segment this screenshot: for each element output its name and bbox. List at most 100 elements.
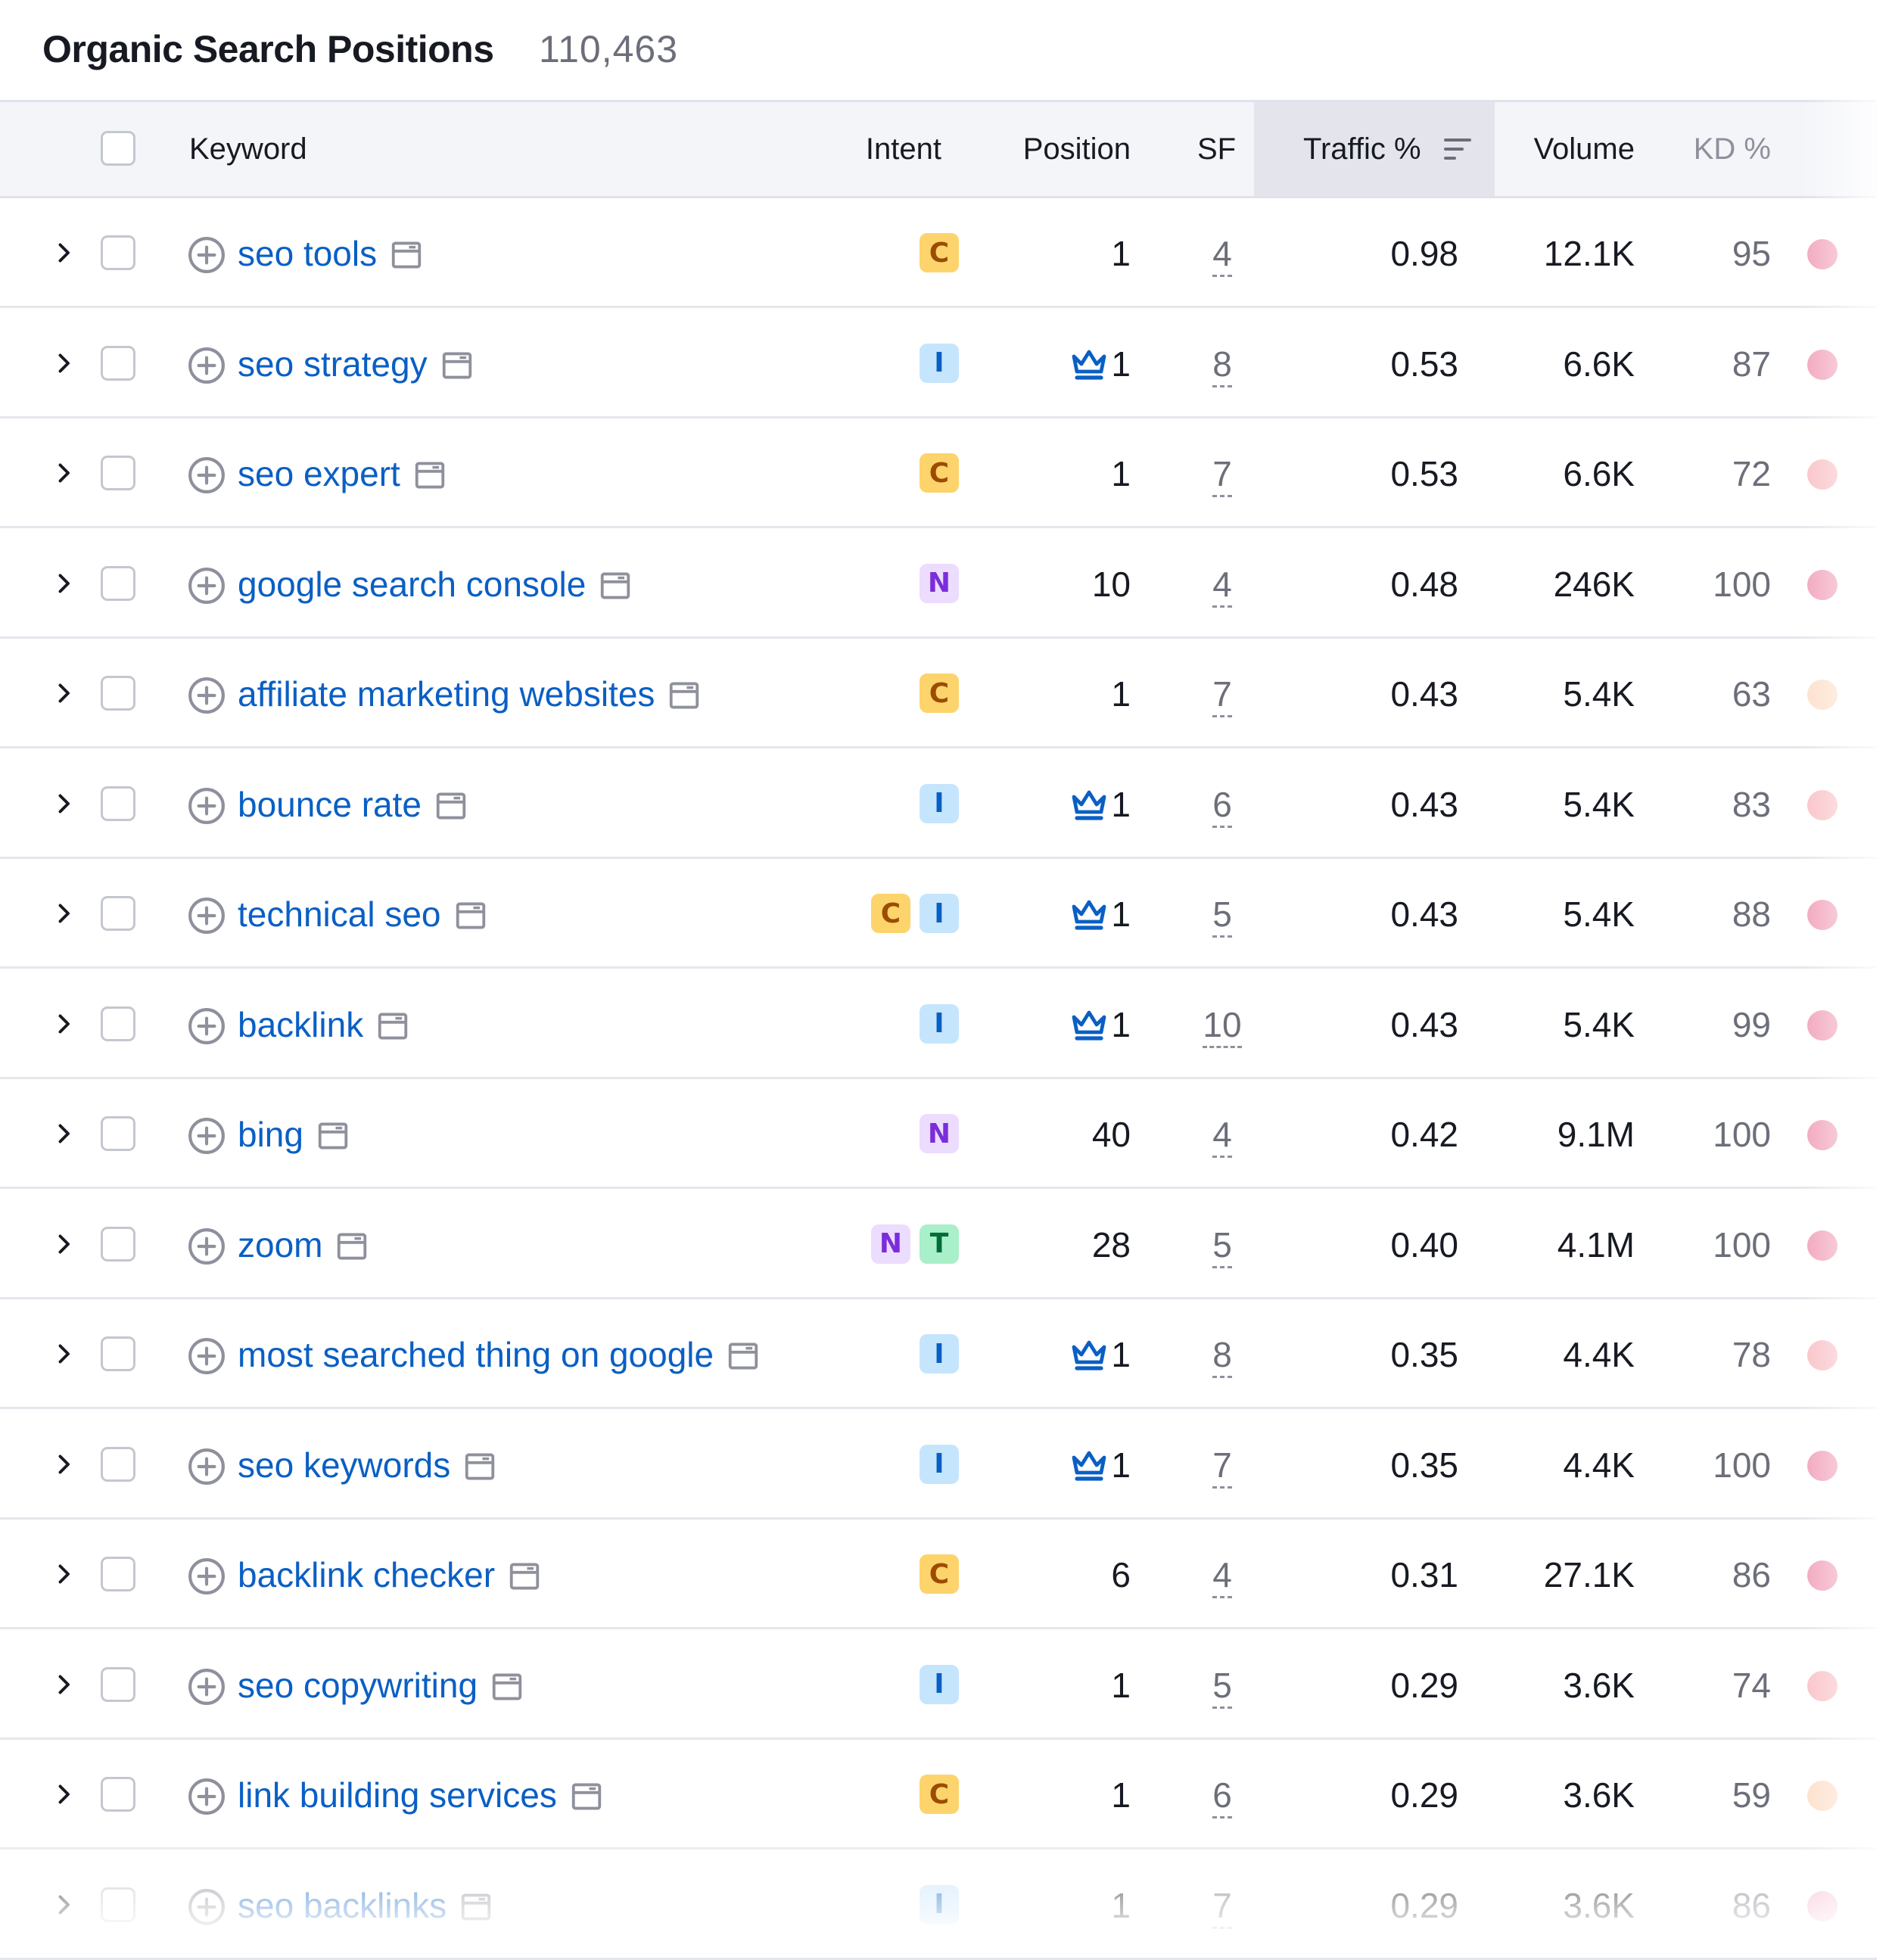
column-header-kd[interactable]: KD % xyxy=(1693,132,1771,166)
row-checkbox[interactable] xyxy=(101,1226,135,1262)
expand-chevron-icon[interactable] xyxy=(50,239,77,266)
column-header-volume[interactable]: Volume xyxy=(1533,132,1635,166)
add-keyword-icon[interactable] xyxy=(188,1337,226,1375)
serp-snapshot-icon[interactable] xyxy=(509,1562,540,1591)
add-keyword-icon[interactable] xyxy=(188,1557,226,1595)
add-keyword-icon[interactable] xyxy=(188,1007,226,1045)
intent-badge[interactable]: I xyxy=(920,1444,959,1484)
sort-descending-icon[interactable] xyxy=(1444,138,1471,160)
keyword-link[interactable]: seo keywords xyxy=(238,1445,496,1486)
row-checkbox[interactable] xyxy=(101,1777,135,1812)
intent-badge[interactable]: N xyxy=(871,1224,910,1264)
row-checkbox[interactable] xyxy=(101,235,135,270)
sf-count-link[interactable]: 8 xyxy=(1212,1335,1232,1378)
sf-count[interactable]: 4 xyxy=(1181,1554,1264,1598)
sf-count[interactable]: 5 xyxy=(1181,1224,1264,1268)
sf-count[interactable]: 7 xyxy=(1181,453,1264,497)
sf-count[interactable]: 4 xyxy=(1181,233,1264,277)
expand-chevron-icon[interactable] xyxy=(50,1010,77,1038)
intent-badge[interactable]: C xyxy=(920,1775,959,1814)
expand-chevron-icon[interactable] xyxy=(50,1560,77,1588)
row-checkbox[interactable] xyxy=(101,1336,135,1371)
serp-snapshot-icon[interactable] xyxy=(599,571,631,600)
intent-badge[interactable]: C xyxy=(871,894,910,933)
expand-chevron-icon[interactable] xyxy=(50,459,77,487)
intent-badge[interactable]: T xyxy=(920,1224,959,1264)
sf-count-link[interactable]: 5 xyxy=(1212,894,1232,938)
sf-count[interactable]: 8 xyxy=(1181,344,1264,387)
row-checkbox[interactable] xyxy=(101,1887,135,1922)
add-keyword-icon[interactable] xyxy=(188,236,226,274)
keyword-link[interactable]: bounce rate xyxy=(238,784,467,825)
keyword-link[interactable]: seo tools xyxy=(238,233,422,274)
keyword-link[interactable]: seo expert xyxy=(238,453,446,494)
sf-count[interactable]: 7 xyxy=(1181,674,1264,717)
intent-badge[interactable]: I xyxy=(920,343,959,383)
add-keyword-icon[interactable] xyxy=(188,1888,226,1926)
keyword-text[interactable]: seo backlinks xyxy=(238,1885,447,1925)
intent-badge[interactable]: C xyxy=(920,233,959,272)
serp-snapshot-icon[interactable] xyxy=(455,901,487,930)
serp-snapshot-icon[interactable] xyxy=(460,1893,492,1921)
intent-badge[interactable]: I xyxy=(920,1334,959,1374)
intent-badge[interactable]: C xyxy=(920,674,959,713)
keyword-link[interactable]: affiliate marketing websites xyxy=(238,674,700,714)
keyword-text[interactable]: most searched thing on google xyxy=(238,1335,714,1374)
serp-snapshot-icon[interactable] xyxy=(727,1342,759,1370)
add-keyword-icon[interactable] xyxy=(188,1117,226,1155)
intent-badge[interactable]: I xyxy=(920,783,959,823)
keyword-text[interactable]: backlink checker xyxy=(238,1555,496,1594)
serp-snapshot-icon[interactable] xyxy=(464,1452,496,1481)
keyword-text[interactable]: seo keywords xyxy=(238,1445,451,1485)
keyword-link[interactable]: seo strategy xyxy=(238,344,473,384)
keyword-link[interactable]: seo copywriting xyxy=(238,1665,523,1706)
intent-badge[interactable]: I xyxy=(920,894,959,933)
sf-count-link[interactable]: 7 xyxy=(1212,1885,1232,1929)
keyword-link[interactable]: most searched thing on google xyxy=(238,1334,759,1375)
keyword-link[interactable]: seo backlinks xyxy=(238,1885,492,1926)
sf-count-link[interactable]: 7 xyxy=(1212,454,1232,497)
keyword-link[interactable]: backlink xyxy=(238,1004,409,1045)
keyword-link[interactable]: backlink checker xyxy=(238,1554,540,1595)
keyword-text[interactable]: backlink xyxy=(238,1004,364,1044)
serp-snapshot-icon[interactable] xyxy=(391,241,422,269)
row-checkbox[interactable] xyxy=(101,1666,135,1702)
sf-count[interactable]: 7 xyxy=(1181,1445,1264,1489)
expand-chevron-icon[interactable] xyxy=(50,1451,77,1478)
serp-snapshot-icon[interactable] xyxy=(668,681,700,710)
sf-count[interactable]: 4 xyxy=(1181,564,1264,608)
serp-snapshot-icon[interactable] xyxy=(441,351,473,380)
serp-snapshot-icon[interactable] xyxy=(336,1232,368,1261)
add-keyword-icon[interactable] xyxy=(188,897,226,935)
sf-count[interactable]: 6 xyxy=(1181,1775,1264,1818)
add-keyword-icon[interactable] xyxy=(188,677,226,714)
serp-snapshot-icon[interactable] xyxy=(414,461,446,490)
row-checkbox[interactable] xyxy=(101,896,135,931)
keyword-link[interactable]: link building services xyxy=(238,1775,602,1815)
sf-count-link[interactable]: 6 xyxy=(1212,1775,1232,1818)
column-header-position[interactable]: Position xyxy=(1022,132,1131,166)
expand-chevron-icon[interactable] xyxy=(50,1120,77,1147)
expand-chevron-icon[interactable] xyxy=(50,570,77,597)
sf-count-link[interactable]: 7 xyxy=(1212,1445,1232,1489)
column-header-keyword[interactable]: Keyword xyxy=(189,132,307,166)
sf-count-link[interactable]: 4 xyxy=(1212,234,1232,277)
sf-count-link[interactable]: 7 xyxy=(1212,674,1232,717)
expand-chevron-icon[interactable] xyxy=(50,680,77,707)
row-checkbox[interactable] xyxy=(101,456,135,490)
column-header-sf[interactable]: SF xyxy=(1197,132,1237,166)
intent-badge[interactable]: I xyxy=(920,1003,959,1044)
keyword-text[interactable]: zoom xyxy=(238,1224,323,1265)
sf-count[interactable]: 6 xyxy=(1181,784,1264,828)
keyword-link[interactable]: google search console xyxy=(238,564,631,605)
keyword-text[interactable]: seo strategy xyxy=(238,344,428,384)
intent-badge[interactable]: N xyxy=(920,563,959,603)
keyword-link[interactable]: technical seo xyxy=(238,894,487,935)
add-keyword-icon[interactable] xyxy=(188,1448,226,1486)
sf-count-link[interactable]: 6 xyxy=(1212,784,1232,828)
expand-chevron-icon[interactable] xyxy=(50,1891,77,1918)
keyword-text[interactable]: affiliate marketing websites xyxy=(238,674,655,714)
column-header-intent[interactable]: Intent xyxy=(865,132,941,166)
sf-count[interactable]: 5 xyxy=(1181,894,1264,938)
row-checkbox[interactable] xyxy=(101,565,135,601)
